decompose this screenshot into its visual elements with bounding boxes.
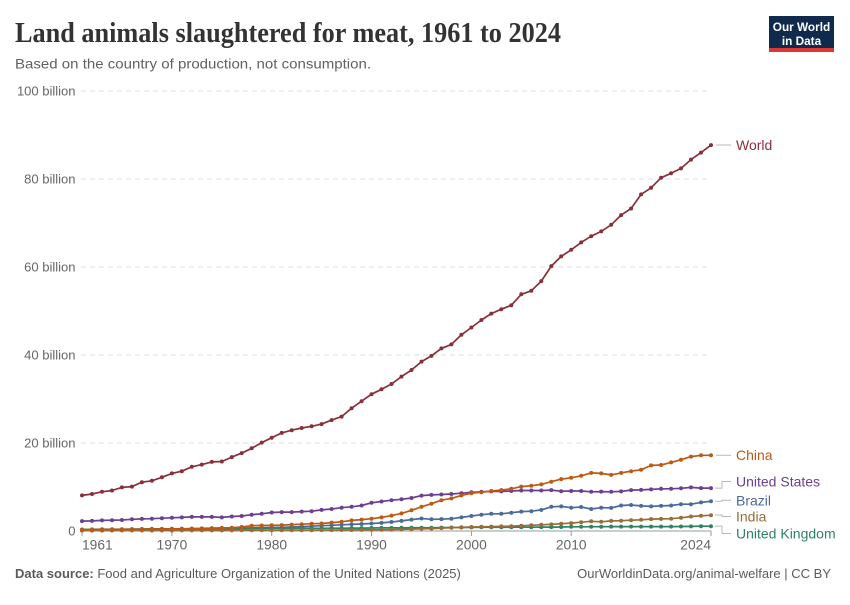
svg-text:United Kingdom: United Kingdom: [736, 525, 836, 541]
svg-text:100 billion: 100 billion: [17, 84, 76, 99]
svg-text:40 billion: 40 billion: [24, 348, 75, 363]
svg-text:20 billion: 20 billion: [24, 436, 75, 451]
svg-text:60 billion: 60 billion: [24, 260, 75, 275]
svg-text:World: World: [736, 137, 772, 153]
svg-text:OurWorldinData.org/animal-welf: OurWorldinData.org/animal-welfare | CC B…: [577, 566, 831, 581]
svg-text:1961: 1961: [82, 538, 113, 553]
svg-text:1990: 1990: [356, 538, 387, 553]
svg-text:India: India: [736, 508, 767, 524]
svg-text:Based on the country of produc: Based on the country of production, not …: [15, 56, 371, 72]
svg-text:United States: United States: [736, 474, 820, 490]
svg-text:2024: 2024: [680, 538, 711, 553]
svg-text:Brazil: Brazil: [736, 492, 771, 508]
svg-text:80 billion: 80 billion: [24, 172, 75, 187]
svg-text:0: 0: [68, 524, 75, 539]
svg-text:Data source: Food and Agricult: Data source: Food and Agriculture Organi…: [15, 566, 461, 581]
svg-text:China: China: [736, 447, 773, 463]
svg-text:in Data: in Data: [782, 34, 822, 48]
svg-text:2000: 2000: [456, 538, 487, 553]
svg-text:2010: 2010: [556, 538, 587, 553]
svg-text:1980: 1980: [256, 538, 287, 553]
svg-text:Our World: Our World: [773, 20, 830, 34]
svg-text:Land animals slaughtered for m: Land animals slaughtered for meat, 1961 …: [15, 17, 561, 49]
svg-text:1970: 1970: [157, 538, 188, 553]
